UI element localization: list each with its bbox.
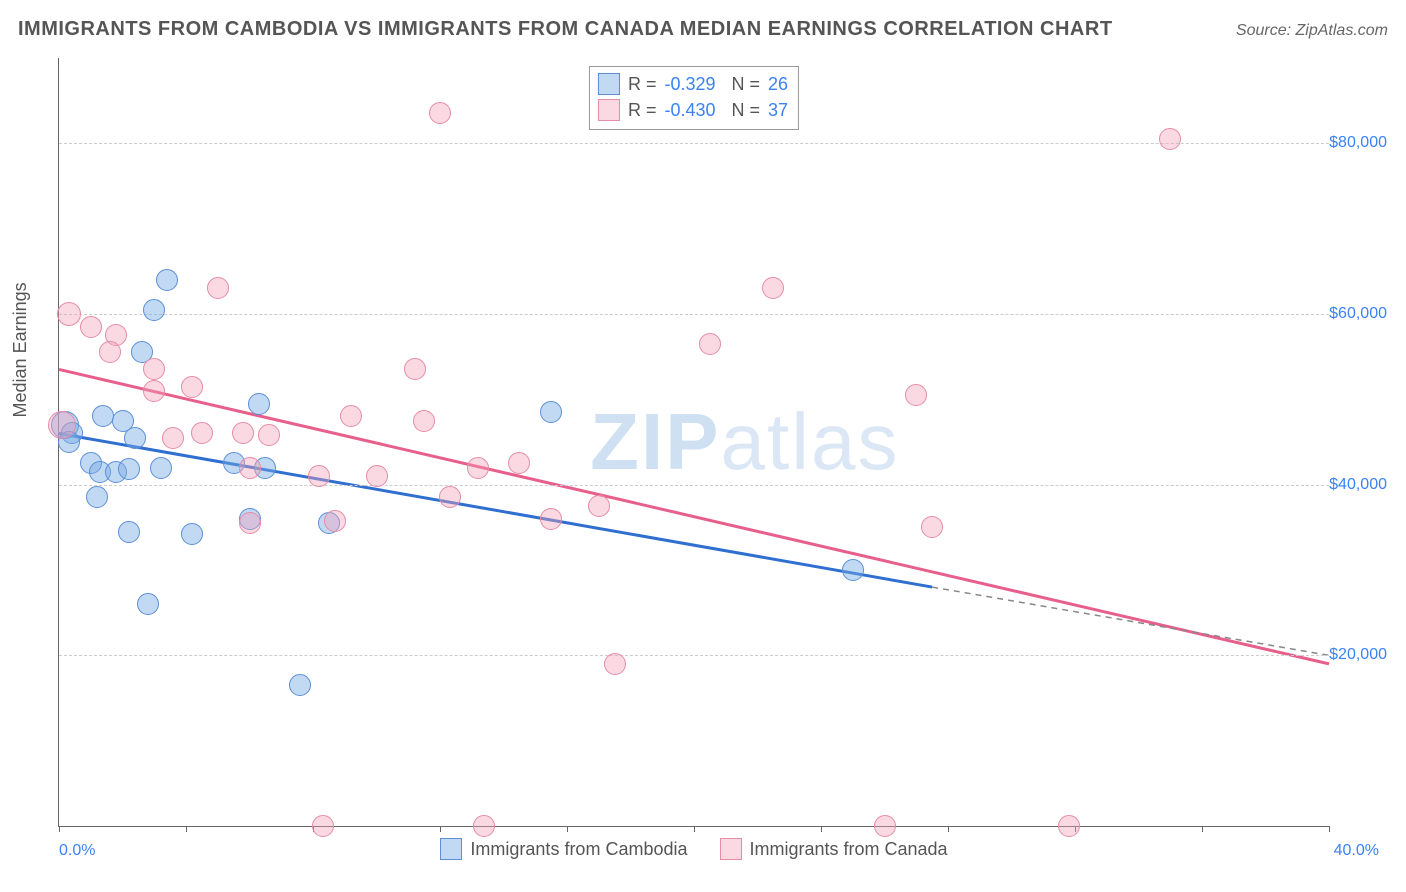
data-point-canada (239, 512, 261, 534)
legend-stats: R = -0.329 N = 26 R = -0.430 N = 37 (589, 66, 799, 130)
legend-cambodia-n-value: 26 (768, 71, 788, 97)
legend-cambodia-r-value: -0.329 (664, 71, 715, 97)
data-point-cambodia (143, 299, 165, 321)
legend-r-label: R = (628, 97, 657, 123)
data-point-canada (508, 452, 530, 474)
x-tick (821, 826, 822, 832)
data-point-canada (905, 384, 927, 406)
data-point-canada (57, 302, 81, 326)
data-point-canada (404, 358, 426, 380)
legend-item-cambodia: Immigrants from Cambodia (440, 838, 687, 860)
data-point-cambodia (289, 674, 311, 696)
data-point-canada (1058, 815, 1080, 837)
gridline (59, 655, 1329, 656)
data-point-canada (762, 277, 784, 299)
y-tick-label: $40,000 (1329, 476, 1387, 494)
data-point-canada (143, 380, 165, 402)
legend-n-label: N = (732, 71, 761, 97)
x-tick (1202, 826, 1203, 832)
data-point-canada (207, 277, 229, 299)
data-point-cambodia (248, 393, 270, 415)
gridline (59, 143, 1329, 144)
x-tick (186, 826, 187, 832)
gridline (59, 485, 1329, 486)
data-point-cambodia (118, 458, 140, 480)
y-tick-label: $60,000 (1329, 305, 1387, 323)
data-point-cambodia (118, 521, 140, 543)
x-tick (694, 826, 695, 832)
data-point-canada (604, 653, 626, 675)
watermark-bold: ZIP (590, 397, 720, 486)
legend-stats-row-canada: R = -0.430 N = 37 (598, 97, 788, 123)
data-point-cambodia (181, 523, 203, 545)
data-point-cambodia (137, 593, 159, 615)
legend-canada-n-value: 37 (768, 97, 788, 123)
x-tick (59, 826, 60, 832)
data-point-canada (699, 333, 721, 355)
data-point-canada (99, 341, 121, 363)
swatch-cambodia-icon (598, 73, 620, 95)
y-axis-label: Median Earnings (10, 282, 31, 417)
legend-stats-row-cambodia: R = -0.329 N = 26 (598, 71, 788, 97)
plot-region: ZIPatlas R = -0.329 N = 26 R = -0.430 N … (58, 58, 1329, 827)
data-point-canada (921, 516, 943, 538)
gridline (59, 314, 1329, 315)
legend-series: Immigrants from Cambodia Immigrants from… (59, 838, 1329, 860)
data-point-canada (467, 457, 489, 479)
data-point-canada (162, 427, 184, 449)
source-credit: Source: ZipAtlas.com (1236, 22, 1388, 40)
data-point-cambodia (842, 559, 864, 581)
data-point-canada (429, 102, 451, 124)
data-point-canada (540, 508, 562, 530)
data-point-canada (874, 815, 896, 837)
data-point-cambodia (150, 457, 172, 479)
swatch-canada-icon (598, 99, 620, 121)
data-point-canada (48, 411, 76, 439)
data-point-canada (312, 815, 334, 837)
x-max-label: 40.0% (1334, 842, 1379, 860)
data-point-canada (308, 465, 330, 487)
data-point-canada (80, 316, 102, 338)
data-point-cambodia (156, 269, 178, 291)
data-point-canada (232, 422, 254, 444)
data-point-canada (258, 424, 280, 446)
data-point-canada (473, 815, 495, 837)
legend-canada-label: Immigrants from Canada (750, 839, 948, 860)
data-point-canada (588, 495, 610, 517)
data-point-cambodia (124, 427, 146, 449)
data-point-canada (366, 465, 388, 487)
data-point-canada (413, 410, 435, 432)
data-point-cambodia (86, 486, 108, 508)
legend-item-canada: Immigrants from Canada (720, 838, 948, 860)
data-point-canada (239, 457, 261, 479)
data-point-canada (439, 486, 461, 508)
x-min-label: 0.0% (59, 842, 95, 860)
x-tick (1329, 826, 1330, 832)
chart-area: Median Earnings ZIPatlas R = -0.329 N = … (18, 58, 1388, 858)
data-point-canada (340, 405, 362, 427)
swatch-canada-icon (720, 838, 742, 860)
y-tick-label: $80,000 (1329, 134, 1387, 152)
data-point-canada (143, 358, 165, 380)
legend-cambodia-label: Immigrants from Cambodia (470, 839, 687, 860)
legend-canada-r-value: -0.430 (664, 97, 715, 123)
data-point-cambodia (540, 401, 562, 423)
data-point-canada (181, 376, 203, 398)
watermark: ZIPatlas (590, 396, 899, 488)
y-tick-label: $20,000 (1329, 646, 1387, 664)
data-point-canada (191, 422, 213, 444)
chart-title: IMMIGRANTS FROM CAMBODIA VS IMMIGRANTS F… (18, 18, 1113, 41)
legend-n-label: N = (732, 97, 761, 123)
x-tick (440, 826, 441, 832)
legend-r-label: R = (628, 71, 657, 97)
x-tick (567, 826, 568, 832)
data-point-canada (1159, 128, 1181, 150)
data-point-canada (324, 510, 346, 532)
x-tick (948, 826, 949, 832)
watermark-light: atlas (721, 397, 900, 486)
swatch-cambodia-icon (440, 838, 462, 860)
